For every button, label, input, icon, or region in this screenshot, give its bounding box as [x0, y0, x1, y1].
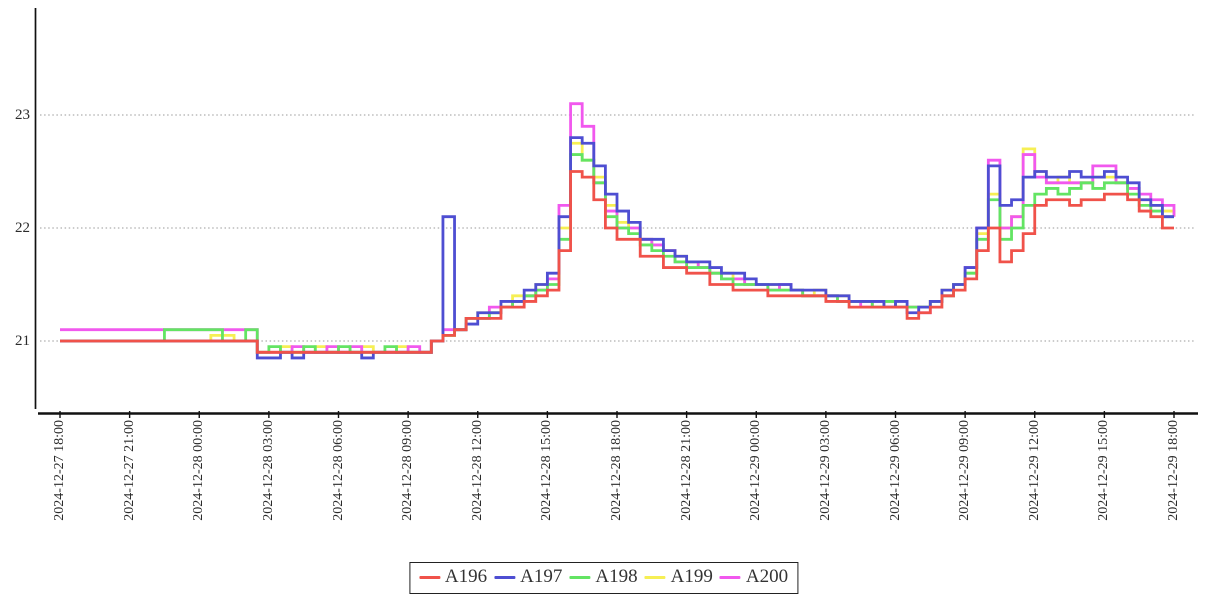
x-tick-label: 2024-12-28 06:00 [330, 420, 346, 521]
legend-item: A199 [644, 566, 713, 588]
x-tick-label: 2024-12-28 18:00 [609, 420, 624, 521]
x-tick-label: 2024-12-29 06:00 [887, 420, 903, 521]
legend-item: A196 [418, 566, 488, 588]
series-line-a198 [60, 153, 1174, 354]
y-tick-label: 21 [15, 333, 30, 349]
legend-swatch-a200 [719, 575, 741, 579]
series-line-a196 [60, 170, 1174, 354]
x-tick-label: 2024-12-29 18:00 [1166, 420, 1181, 521]
legend-label: A200 [745, 566, 789, 587]
legend-swatch-a196 [418, 575, 440, 579]
x-tick-label: 2024-12-27 21:00 [121, 420, 137, 521]
x-tick-label: 2024-12-28 03:00 [260, 420, 276, 521]
legend-label: A196 [444, 566, 488, 587]
x-tick-label: 2024-12-28 09:00 [400, 420, 416, 521]
legend-label: A198 [595, 566, 638, 587]
legend-label: A199 [670, 566, 713, 587]
x-tick-label: 2024-12-28 15:00 [539, 420, 555, 521]
x-tick-label: 2024-12-29 15:00 [1096, 420, 1112, 521]
x-tick-label: 2024-12-27 18:00 [52, 420, 67, 521]
y-tick-label: 22 [15, 220, 30, 236]
legend: A196 A197 A198 A199 A200 [408, 562, 799, 594]
legend-swatch-a199 [644, 575, 666, 579]
x-tick-label: 2024-12-29 03:00 [817, 420, 833, 521]
legend-swatch-a198 [569, 575, 591, 579]
x-tick-label: 2024-12-28 12:00 [469, 420, 485, 521]
x-tick-label: 2024-12-29 12:00 [1026, 420, 1042, 521]
series-line-a199 [60, 141, 1176, 354]
x-tick-label: 2024-12-29 00:00 [748, 420, 764, 521]
legend-label: A197 [520, 566, 563, 587]
legend-item: A198 [569, 566, 638, 588]
x-tick-label: 2024-12-28 21:00 [678, 420, 694, 521]
legend-item: A200 [719, 566, 789, 588]
x-tick-label: 2024-12-28 00:00 [191, 420, 207, 521]
legend-item: A197 [494, 566, 562, 588]
series-line-a197 [60, 136, 1174, 360]
y-tick-label: 23 [15, 107, 30, 123]
x-tick-label: 2024-12-29 09:00 [957, 420, 973, 521]
legend-swatch-a197 [494, 575, 516, 579]
